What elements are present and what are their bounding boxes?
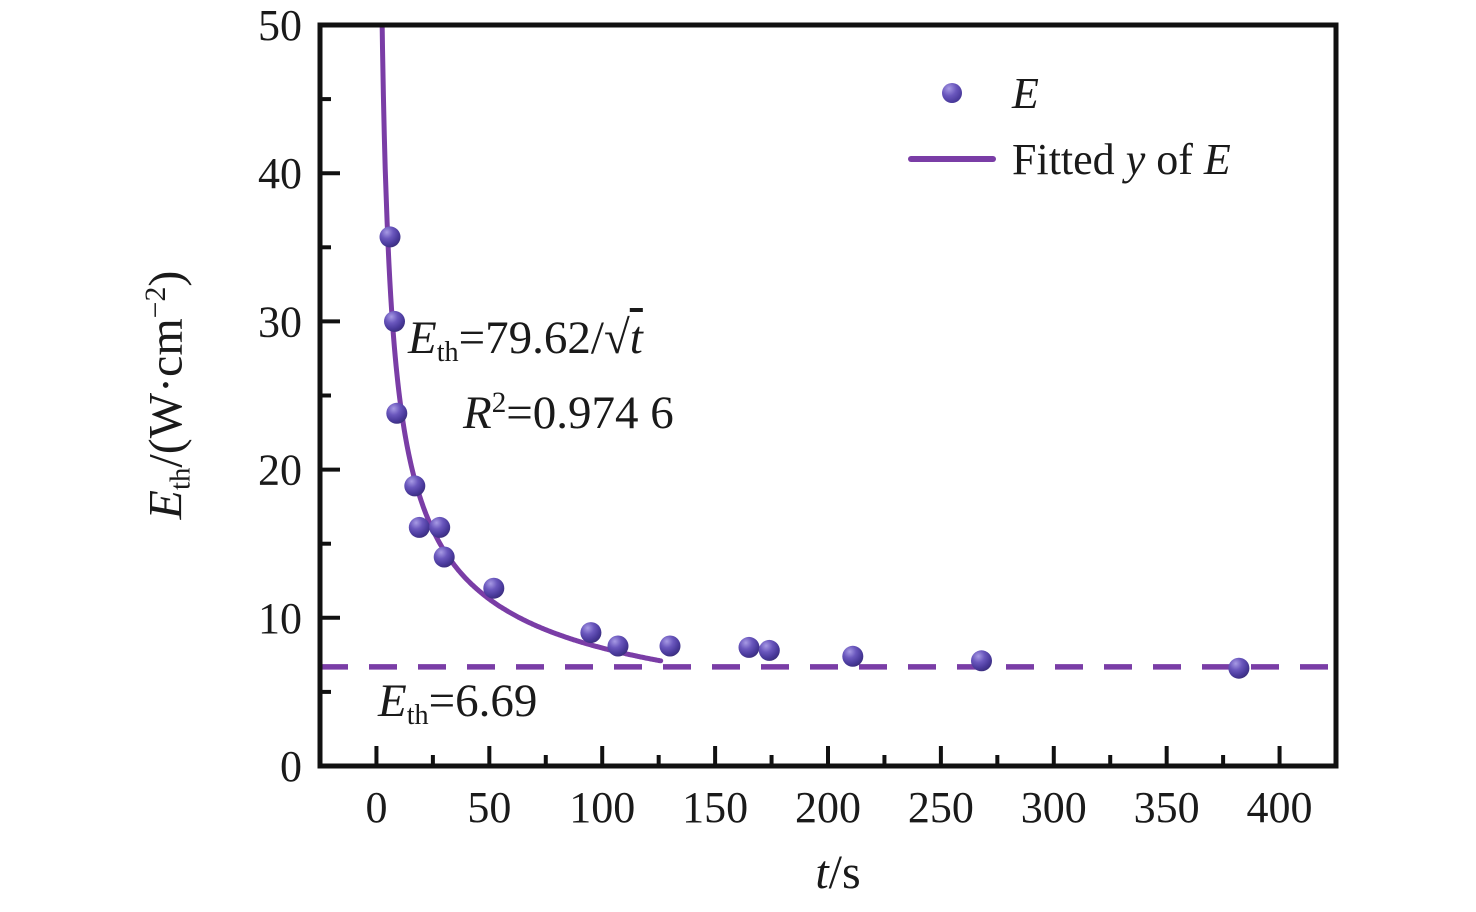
threshold-annotation: Eth=6.69	[378, 675, 538, 731]
data-point	[433, 546, 455, 568]
legend-entry-scatter: E	[906, 60, 1231, 126]
data-point	[404, 475, 426, 497]
data-point	[607, 635, 629, 657]
data-point	[384, 310, 405, 332]
y-tick-label: 30	[258, 297, 302, 346]
data-point	[408, 516, 430, 538]
legend-entry-fit: Fitted y of E	[906, 126, 1231, 192]
plot-frame	[317, 22, 1339, 769]
legend: E Fitted y of E	[906, 60, 1231, 192]
data-point	[738, 636, 760, 658]
fit-line-swatch	[906, 156, 998, 162]
y-tick-label: 50	[258, 1, 302, 50]
y-tick-label: 0	[280, 742, 302, 791]
x-tick-label: 50	[467, 783, 511, 832]
data-point	[659, 635, 681, 657]
y-axis-label: Eth/(W·cm−2)	[139, 270, 197, 520]
data-point	[379, 226, 401, 248]
x-tick-label: 0	[365, 783, 387, 832]
data-point	[971, 650, 992, 672]
x-tick-label: 350	[1134, 783, 1200, 832]
x-tick-label: 150	[682, 783, 748, 832]
y-tick-label: 10	[258, 594, 302, 643]
line-swatch-icon	[908, 156, 996, 162]
data-point	[386, 402, 408, 424]
y-axis-variable: E	[139, 489, 193, 520]
x-tick-label: 400	[1247, 783, 1313, 832]
x-tick-label: 250	[908, 783, 974, 832]
data-point	[758, 639, 780, 661]
x-axis-variable: t	[815, 846, 829, 899]
r-squared-annotation: R2=0.974 6	[463, 386, 674, 439]
y-tick-label: 40	[258, 149, 302, 198]
legend-label-e: E	[1012, 68, 1039, 118]
scatter-marker-swatch	[906, 83, 998, 103]
data-point	[483, 577, 505, 599]
data-point	[1228, 657, 1250, 679]
x-axis-label: t/s	[815, 846, 861, 899]
data-point	[580, 622, 602, 644]
fit-equation-annotation: Eth=79.62/√t	[408, 312, 643, 368]
sphere-marker-icon	[942, 83, 962, 103]
x-tick-label: 100	[569, 783, 635, 832]
data-point	[842, 645, 864, 667]
radical-sign: √	[603, 312, 630, 364]
data-point	[429, 516, 451, 538]
y-tick-label: 20	[258, 446, 302, 495]
legend-label-fit: Fitted y of E	[1012, 134, 1231, 184]
x-tick-label: 300	[1021, 783, 1087, 832]
x-tick-label: 200	[795, 783, 861, 832]
